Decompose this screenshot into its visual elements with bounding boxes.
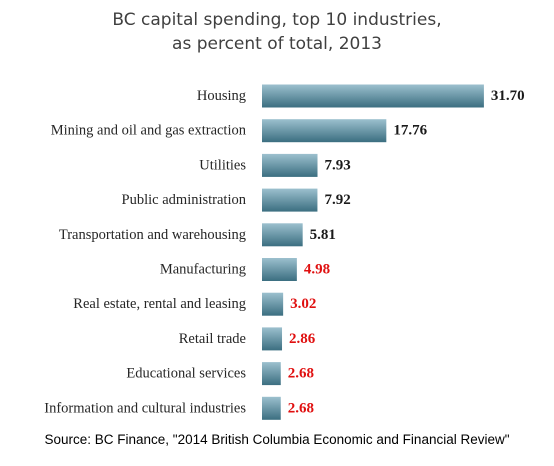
data-label: 5.81 (310, 227, 336, 243)
category-label: Housing (197, 88, 246, 104)
data-label: 7.93 (325, 157, 351, 173)
category-label: Manufacturing (160, 262, 246, 278)
bar (262, 362, 281, 386)
chart-title-line-2: as percent of total, 2013 (172, 34, 382, 54)
bar (262, 223, 303, 247)
category-label: Retail trade (179, 331, 246, 347)
bar (262, 258, 297, 281)
category-label: Utilities (199, 157, 246, 173)
bar (262, 327, 283, 351)
data-label: 2.68 (288, 366, 314, 382)
bar (262, 292, 284, 316)
data-label: 3.02 (290, 296, 316, 312)
category-label: Real estate, rental and leasing (73, 296, 246, 312)
data-label: 2.86 (289, 331, 316, 347)
bar (262, 396, 281, 420)
category-label: Public administration (122, 192, 247, 208)
category-label: Educational services (126, 366, 246, 382)
plot-area: Housing 31.70 Mining and oil and gas extra… (44, 84, 525, 420)
data-label: 4.98 (304, 262, 330, 278)
bar (262, 84, 484, 108)
category-label: Transportation and warehousing (59, 227, 246, 243)
category-label: Information and cultural industries (44, 400, 246, 416)
source-note: Source: BC Finance, "2014 British Columb… (44, 432, 510, 447)
chart-title-line-1: BC capital spending, top 10 industries, (112, 10, 442, 30)
bar (262, 119, 387, 143)
bar (262, 188, 318, 212)
category-label: Mining and oil and gas extraction (51, 123, 247, 139)
bar (262, 153, 318, 177)
data-label: 31.70 (491, 88, 525, 104)
data-label: 7.92 (324, 192, 350, 208)
chart-title: BC capital spending, top 10 industries, … (0, 8, 554, 56)
data-label: 17.76 (393, 123, 427, 139)
data-label: 2.68 (288, 400, 314, 416)
